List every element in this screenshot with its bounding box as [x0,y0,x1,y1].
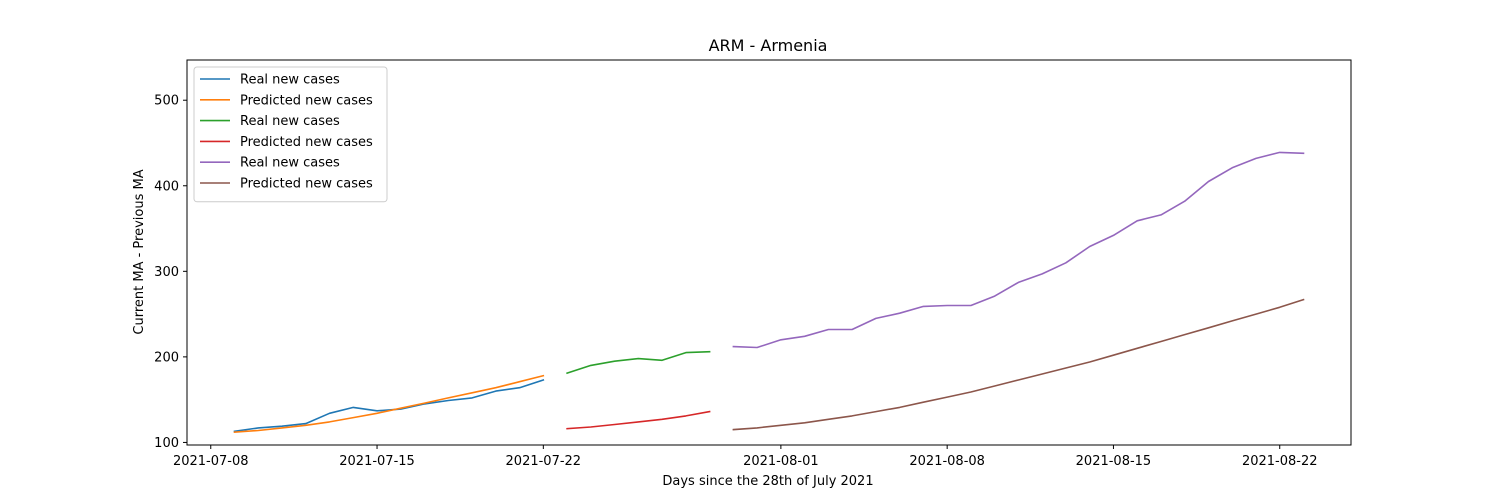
legend-label-3: Real new cases [240,114,340,129]
x-tick-label: 2021-08-22 [1242,454,1318,469]
legend-label-6: Predicted new cases [240,177,373,192]
legend-label-5: Real new cases [240,156,340,171]
x-tick-label: 2021-07-08 [173,454,249,469]
x-tick-label: 2021-08-08 [909,454,985,469]
series-line-6 [732,298,1305,431]
x-tick-label: 2021-07-22 [506,454,582,469]
series-lines [233,151,1305,434]
legend-label-2: Predicted new cases [240,93,373,108]
y-tick-label: 200 [154,350,179,365]
legend-box [193,66,388,203]
y-tick-label: 500 [154,94,179,109]
y-axis-label: Current MA - Previous MA [132,169,147,334]
y-axis-ticks: 100 200 300 400 500 [154,94,187,451]
x-axis-label: Days since the 28th of July 2021 [662,474,873,489]
legend: Real new cases Predicted new cases Real ne… [193,66,388,203]
chart-title: ARM - Armenia [709,36,828,55]
x-tick-label: 2021-07-15 [339,454,415,469]
y-tick-label: 100 [154,436,179,451]
y-tick-label: 400 [154,179,179,194]
series-line-2 [233,374,545,434]
legend-label-1: Real new cases [240,73,340,88]
series-line-5 [732,151,1305,349]
x-tick-label: 2021-08-15 [1076,454,1152,469]
series-line-4 [566,410,711,430]
legend-label-4: Predicted new cases [240,135,373,150]
series-line-3 [566,350,711,375]
y-tick-label: 300 [154,265,179,280]
plot-frame [186,59,1352,446]
x-axis-ticks: 2021-07-08 2021-07-15 2021-07-22 2021-08-01… [173,445,1318,469]
x-tick-label: 2021-08-01 [743,454,819,469]
